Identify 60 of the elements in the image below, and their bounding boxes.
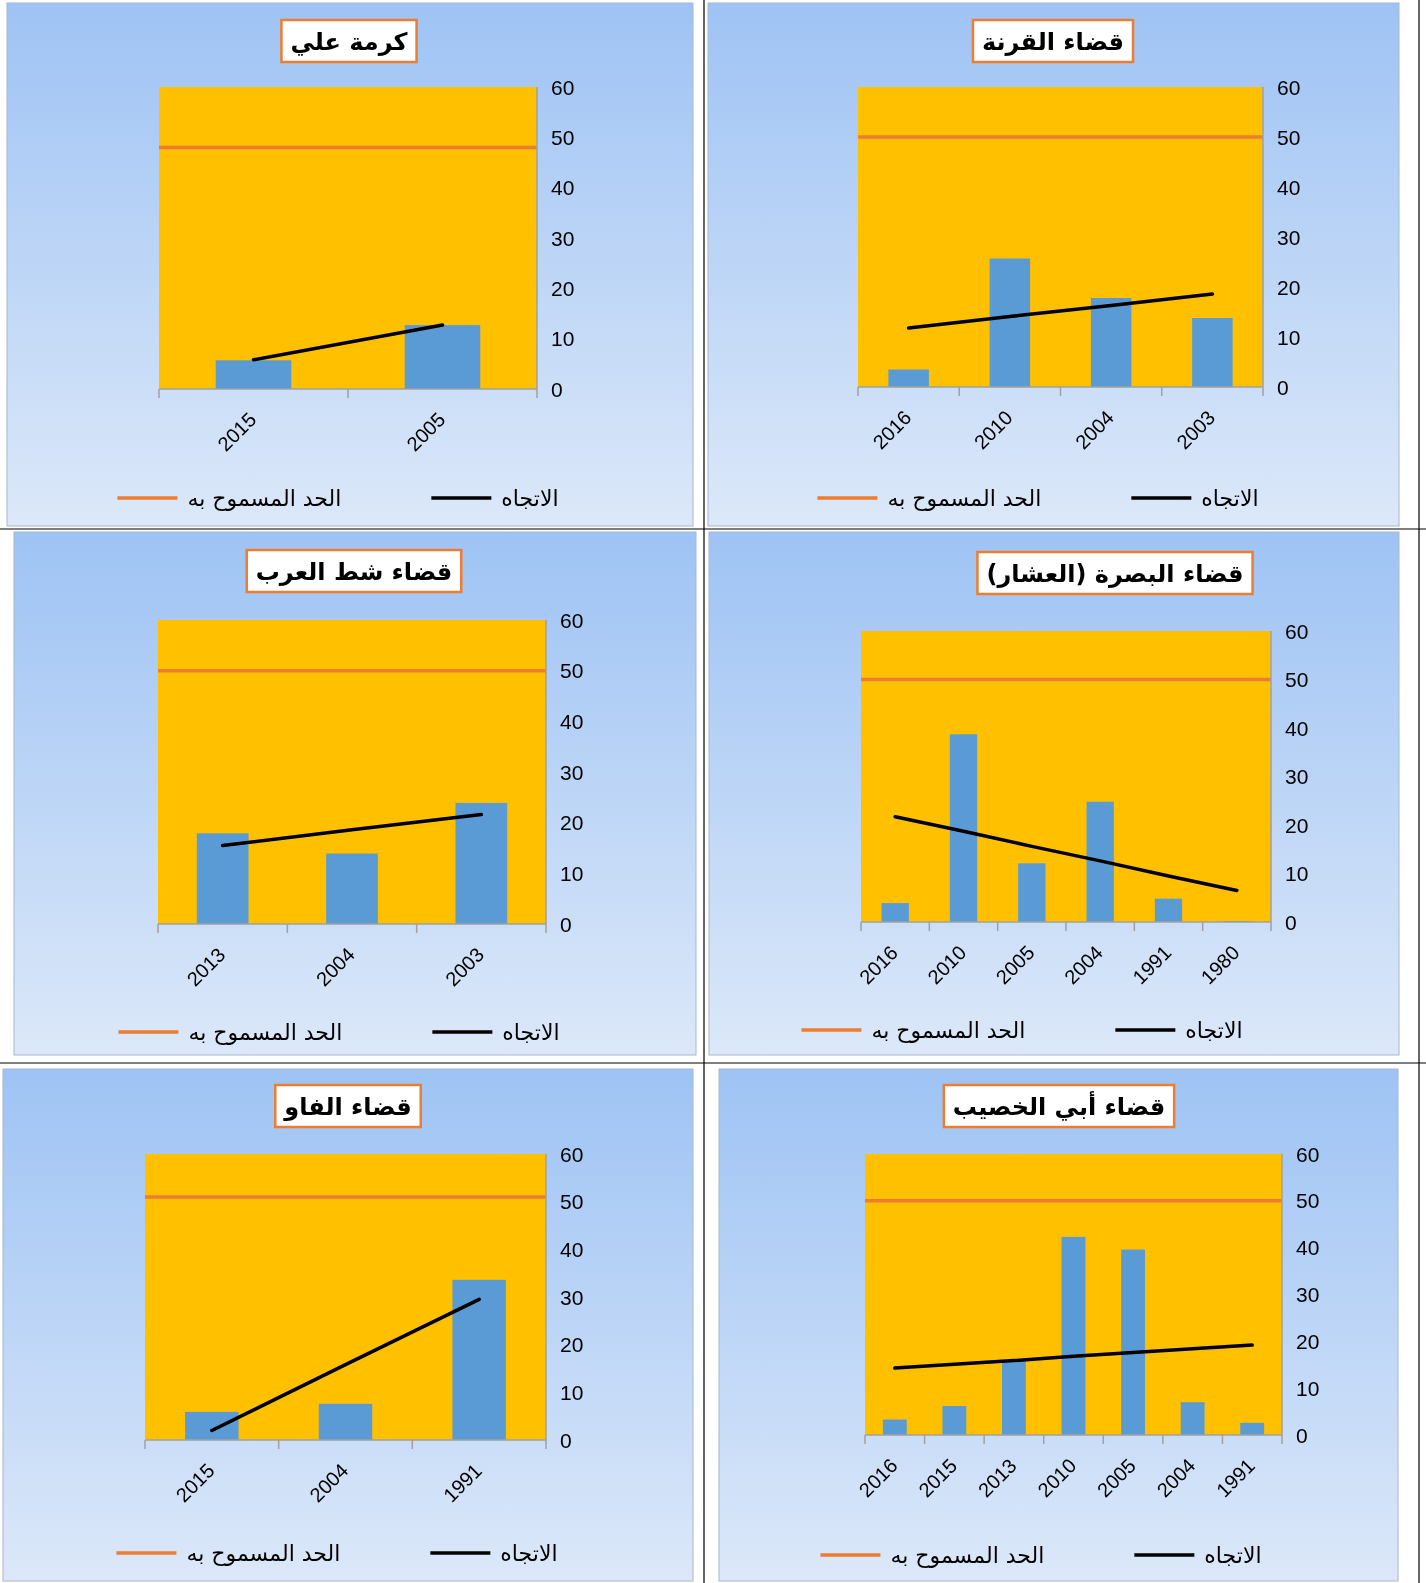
legend-label: الحد المسموح به: [187, 486, 342, 511]
y-tick-label: 0: [560, 912, 572, 936]
y-tick-label: 40: [551, 176, 575, 200]
y-tick-label: 30: [560, 760, 584, 784]
y-tick-label: 0: [1277, 375, 1289, 399]
legend-label: الاتجاه: [1201, 486, 1259, 511]
y-tick-label: 20: [560, 1333, 584, 1357]
y-tick-label: 0: [1296, 1423, 1308, 1447]
y-tick-label: 40: [1277, 175, 1301, 199]
y-tick-label: 30: [1285, 765, 1309, 788]
y-tick-label: 30: [1296, 1283, 1320, 1306]
y-tick-label: 20: [1296, 1329, 1320, 1353]
y-tick-label: 50: [551, 125, 575, 149]
y-tick-label: 10: [560, 861, 584, 885]
y-tick-label: 60: [551, 75, 575, 99]
y-tick-label: 50: [1296, 1189, 1320, 1213]
y-tick-label: 50: [1277, 125, 1301, 149]
y-tick-label: 50: [560, 659, 584, 683]
y-tick-label: 20: [1285, 813, 1309, 837]
y-tick-label: 10: [1277, 325, 1301, 349]
y-tick-label: 50: [1285, 668, 1309, 691]
y-tick-label: 40: [560, 709, 584, 733]
chart-title: قضاء البصرة (العشار): [986, 560, 1244, 588]
y-tick-label: 10: [1285, 862, 1309, 885]
y-tick-label: 60: [560, 608, 584, 632]
legend-label: الاتجاه: [500, 1541, 558, 1566]
y-tick-label: 60: [1285, 619, 1309, 643]
y-tick-label: 50: [560, 1190, 584, 1214]
y-tick-label: 30: [551, 226, 575, 250]
legend-label: الحد المسموح به: [887, 486, 1042, 511]
y-tick-label: 30: [1277, 225, 1301, 249]
y-tick-label: 10: [560, 1380, 584, 1404]
y-tick-label: 20: [551, 276, 575, 300]
y-tick-label: 40: [560, 1237, 584, 1261]
legend-label: الاتجاه: [1185, 1018, 1243, 1043]
y-tick-label: 0: [551, 377, 563, 401]
chart-title: قضاء شط العرب: [255, 558, 453, 586]
legend-label: الحد المسموح به: [871, 1018, 1026, 1043]
legend-label: الحد المسموح به: [890, 1543, 1045, 1568]
legend-label: الاتجاه: [501, 486, 559, 511]
y-tick-label: 60: [560, 1142, 584, 1166]
chart-title: قضاء الفاو: [283, 1093, 412, 1121]
y-tick-label: 0: [560, 1428, 572, 1452]
y-tick-label: 30: [560, 1285, 584, 1309]
legend-label: الاتجاه: [502, 1020, 560, 1045]
y-tick-label: 0: [1285, 910, 1297, 934]
y-tick-label: 60: [1296, 1142, 1320, 1166]
y-tick-label: 40: [1296, 1236, 1320, 1260]
y-tick-label: 10: [1296, 1376, 1320, 1400]
chart-title: كرمة علي: [290, 28, 408, 56]
y-tick-label: 10: [551, 327, 575, 351]
legend-label: الحد المسموح به: [186, 1541, 341, 1566]
y-tick-label: 20: [1277, 275, 1301, 299]
chart-title: قضاء أبي الخصيب: [952, 1091, 1166, 1121]
y-tick-label: 20: [560, 811, 584, 835]
legend-label: الحد المسموح به: [188, 1020, 343, 1045]
y-tick-label: 40: [1285, 716, 1309, 740]
legend-label: الاتجاه: [1204, 1543, 1262, 1568]
y-tick-label: 60: [1277, 75, 1301, 99]
chart-title: قضاء القرنة: [981, 28, 1125, 56]
